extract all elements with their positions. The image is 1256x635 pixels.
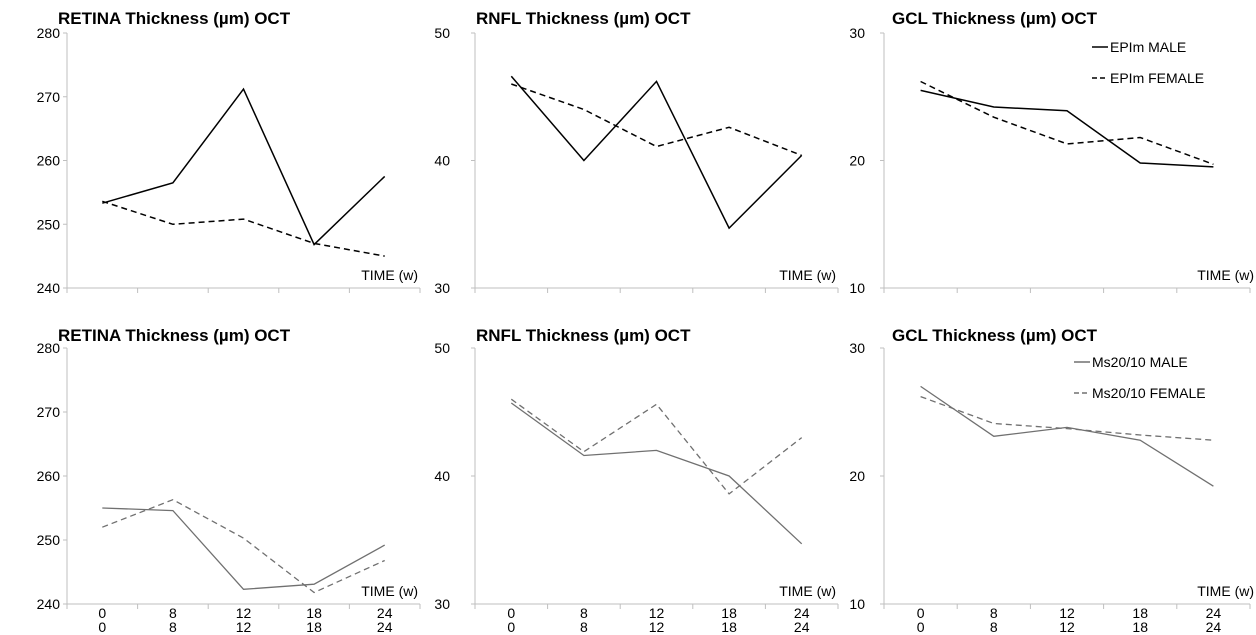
x-tick-label: 18 [721,619,737,635]
series-line-male [510,402,803,545]
series-line-female [511,83,802,157]
y-tick-label: 10 [849,280,865,296]
x-axis-label: TIME (w) [779,583,836,599]
legend-label: EPIm MALE [1110,39,1186,55]
legend-label: Ms20/10 FEMALE [1092,385,1206,401]
legend: Ms20/10 MALE Ms20/10 FEMALE [1074,354,1206,401]
series-line-female [102,200,385,257]
legend-label: Ms20/10 MALE [1092,354,1188,370]
x-tick-label: 24 [377,619,393,635]
y-tick-label: 240 [37,280,61,296]
series-line-male [102,507,386,590]
x-tick-label: 18 [1132,605,1148,621]
chart-title: GCL Thickness (µm) OCT [892,326,1098,345]
x-tick-label: 0 [98,605,106,621]
chart-title: RNFL Thickness (µm) OCT [476,9,691,28]
x-tick-label: 24 [377,605,393,621]
x-tick-label: 8 [580,619,588,635]
x-tick-label: 24 [1206,619,1222,635]
series-line-female [920,395,1214,441]
x-axis-label: TIME (w) [1197,267,1254,283]
y-tick-label: 30 [849,340,865,356]
y-tick-label: 260 [37,153,61,169]
x-tick-label: 12 [1059,619,1075,635]
y-tick-label: 40 [434,468,450,484]
x-tick-label: 18 [1132,619,1148,635]
y-tick-label: 10 [849,596,865,612]
series-line-male [102,87,386,246]
x-tick-label: 12 [236,619,252,635]
chart-title: GCL Thickness (µm) OCT [892,9,1098,28]
x-tick-label: 0 [507,605,515,621]
x-tick-label: 8 [990,605,998,621]
x-tick-label: 12 [649,605,665,621]
x-axis-label: TIME (w) [361,267,418,283]
y-tick-label: 20 [849,153,865,169]
x-tick-label: 18 [721,605,737,621]
y-tick-label: 270 [37,89,61,105]
x-axis-label: TIME (w) [779,267,836,283]
y-tick-label: 280 [37,25,61,41]
x-tick-label: 12 [649,619,665,635]
y-tick-label: 50 [434,340,450,356]
x-tick-label: 8 [990,619,998,635]
x-tick-label: 24 [1206,605,1222,621]
series-line-female [102,498,385,594]
y-tick-label: 280 [37,340,61,356]
x-axis-label: TIME (w) [1197,583,1254,599]
legend: EPIm MALE EPIm FEMALE [1092,39,1204,86]
y-tick-label: 270 [37,404,61,420]
y-tick-label: 250 [37,216,61,232]
y-tick-label: 40 [434,153,450,169]
x-tick-label: 8 [169,619,177,635]
chart-panel-1: 240 250 260 270 280 0 8 12 18 24 TIME (w) RETINA Th… [37,9,421,621]
x-tick-label: 12 [1059,605,1075,621]
series-line-male [920,89,1214,168]
x-tick-label: 18 [306,605,322,621]
y-tick-label: 250 [37,532,61,548]
chart-panel-2: 30 40 50 0 8 12 18 24 TIME (w) RNFL Thickness (µm… [434,9,839,621]
x-tick-label: 24 [794,605,810,621]
x-tick-label: 0 [98,619,106,635]
x-tick-label: 18 [306,619,322,635]
chart-title: RNFL Thickness (µm) OCT [476,326,691,345]
y-tick-label: 30 [849,25,865,41]
y-tick-label: 30 [434,280,450,296]
x-tick-label: 0 [507,619,515,635]
chart-title: RETINA Thickness (µm) OCT [58,9,291,28]
x-tick-label: 24 [794,619,810,635]
y-tick-label: 50 [434,25,450,41]
x-axis-label: TIME (w) [361,583,418,599]
x-tick-label: 0 [917,619,925,635]
legend-label: EPIm FEMALE [1110,70,1204,86]
chart-title: RETINA Thickness (µm) OCT [58,326,291,345]
y-tick-label: 260 [37,468,61,484]
y-tick-label: 30 [434,596,450,612]
series-line-female [920,80,1214,166]
x-tick-label: 12 [236,605,252,621]
series-line-male [510,75,803,230]
chart-panel-3: 10 20 30 0 8 12 18 24 TIME (w) GCL Thickness (µm)… [849,9,1254,621]
chart-panel-5: 30 40 50 0 8 12 18 24 TIME (w) RNFL Thickness (µm… [434,326,839,635]
chart-panel-6: 10 20 30 0 8 12 18 24 TIME (w) GCL Thickness (µm)… [849,326,1254,635]
y-tick-label: 20 [849,468,865,484]
series-line-female [510,398,803,495]
y-tick-label: 240 [37,596,61,612]
x-tick-label: 0 [917,605,925,621]
series-line-male [920,385,1214,487]
x-tick-label: 8 [580,605,588,621]
x-tick-label: 8 [169,605,177,621]
